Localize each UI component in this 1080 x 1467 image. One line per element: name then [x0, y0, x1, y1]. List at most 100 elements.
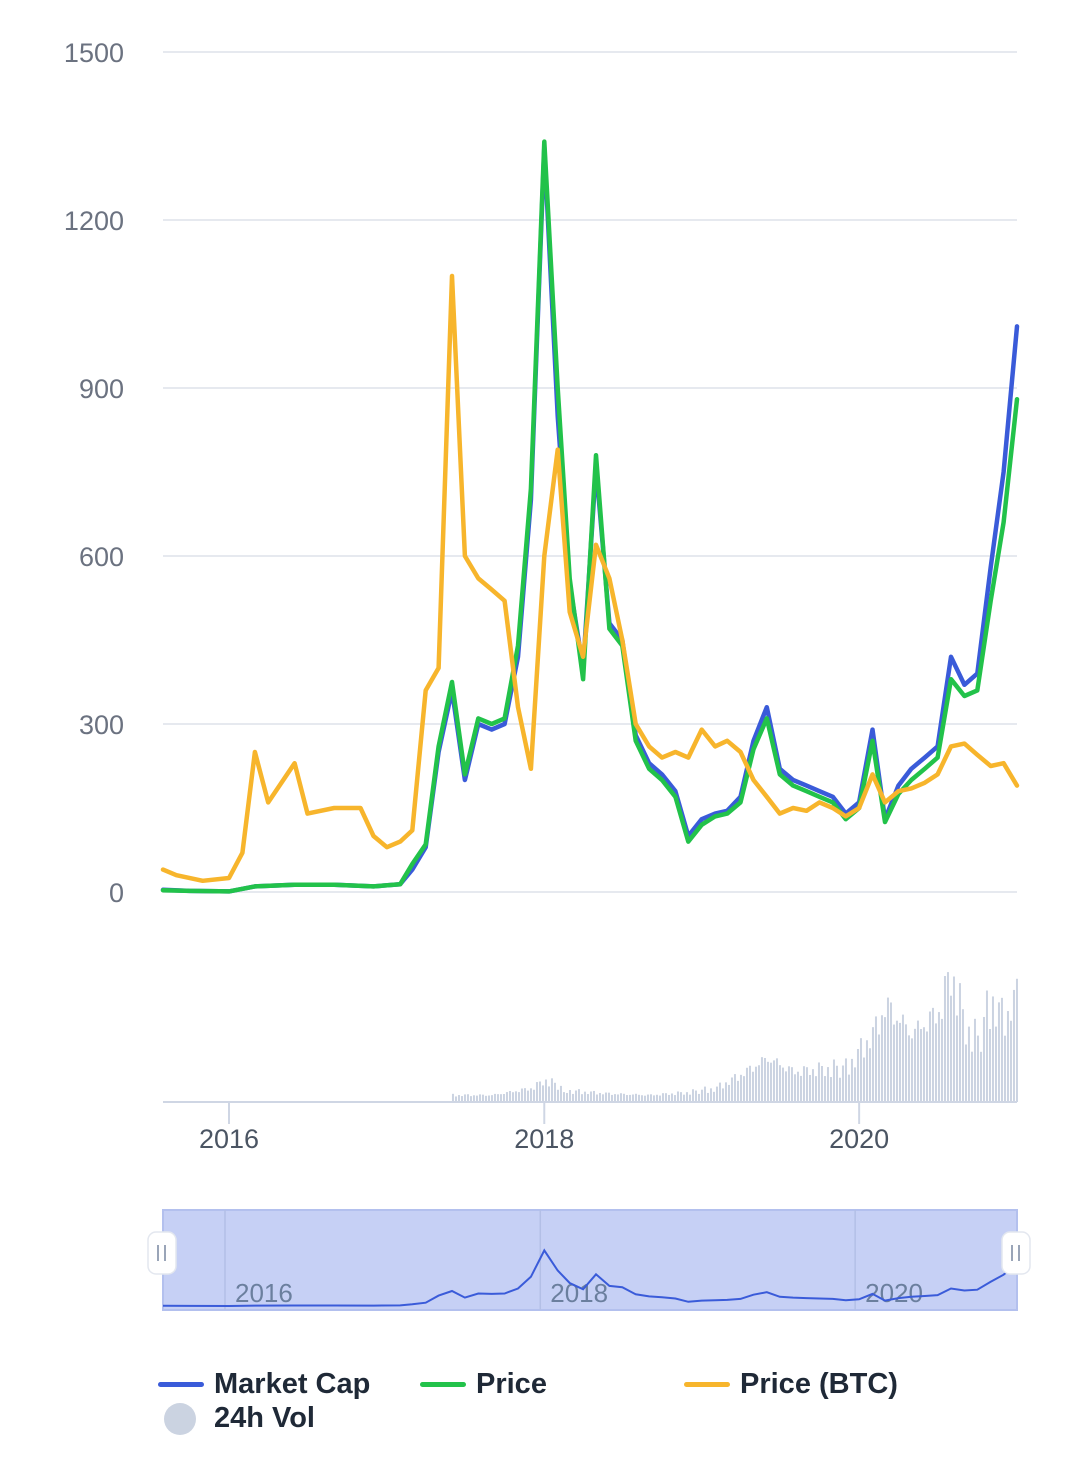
- legend-item-price-btc[interactable]: Price (BTC): [684, 1368, 898, 1401]
- volume-bar: [634, 1093, 637, 1102]
- volume-bar: [658, 1095, 661, 1102]
- volume-bar: [826, 1067, 829, 1102]
- volume-bar: [949, 995, 952, 1102]
- volume-bar: [655, 1094, 658, 1102]
- y-axis-ticks: 0 300 600 900 1200 1500: [64, 38, 124, 908]
- volume-bar: [742, 1076, 745, 1102]
- volume-bar: [946, 972, 949, 1102]
- volume-bar: [541, 1085, 544, 1102]
- volume-bar: [901, 1014, 904, 1102]
- volume-bar: [943, 976, 946, 1102]
- volume-bar: [817, 1062, 820, 1102]
- volume-bar: [832, 1059, 835, 1102]
- volume-bar: [856, 1049, 859, 1102]
- series-line-price: [160, 139, 1020, 894]
- volume-bar: [628, 1094, 631, 1102]
- volume-bar: [466, 1094, 469, 1102]
- volume-bar: [988, 1029, 991, 1102]
- volume-bar: [661, 1093, 664, 1102]
- volume-bar: [484, 1095, 487, 1102]
- volume-bar: [931, 1007, 934, 1102]
- volume-bar: [994, 1026, 997, 1102]
- volume-bar: [889, 1002, 892, 1102]
- volume-bar: [553, 1082, 556, 1102]
- volume-bar: [769, 1062, 772, 1102]
- volume-bar: [610, 1094, 613, 1102]
- volume-bar: [874, 1016, 877, 1102]
- volume-bar: [985, 990, 988, 1102]
- volume-bar: [790, 1067, 793, 1102]
- volume-bar: [811, 1069, 814, 1102]
- volume-bar: [697, 1093, 700, 1102]
- volume-bar: [736, 1080, 739, 1102]
- volume-bar: [565, 1092, 568, 1102]
- volume-bar: [880, 1015, 883, 1102]
- volume-bar: [463, 1094, 466, 1102]
- legend-item-24h-vol[interactable]: 24h Vol: [158, 1402, 315, 1435]
- x-axis-ticks: 2016 2018 2020: [199, 1102, 889, 1154]
- volume-bar: [961, 1009, 964, 1102]
- volume-bar: [871, 1027, 874, 1102]
- y-tick-label: 300: [79, 710, 124, 740]
- volume-bar: [673, 1095, 676, 1102]
- legend-item-market-cap[interactable]: Market Cap: [158, 1368, 370, 1401]
- navigator-right-handle[interactable]: [1001, 1231, 1031, 1275]
- volume-swatch: [164, 1402, 196, 1435]
- legend-label-market-cap: Market Cap: [214, 1368, 371, 1400]
- volume-bar: [667, 1094, 670, 1102]
- volume-bar: [700, 1089, 703, 1102]
- y-tick-label: 600: [79, 542, 124, 572]
- x-tick-label: 2020: [829, 1124, 889, 1154]
- volume-bar: [967, 1026, 970, 1102]
- volume-bar: [787, 1066, 790, 1102]
- volume-bar: [1009, 1020, 1012, 1102]
- volume-bar: [730, 1077, 733, 1102]
- volume-bar: [589, 1091, 592, 1102]
- volume-bar: [646, 1094, 649, 1102]
- range-navigator[interactable]: 2016 2018 2020: [147, 1209, 1031, 1311]
- volume-bar: [682, 1094, 685, 1102]
- volume-bar: [649, 1094, 652, 1102]
- volume-bar: [865, 1040, 868, 1102]
- volume-bar: [685, 1092, 688, 1102]
- volume-bar: [490, 1095, 493, 1102]
- volume-bar: [520, 1088, 523, 1102]
- volume-bar: [577, 1089, 580, 1102]
- volume-bar: [754, 1066, 757, 1102]
- volume-bar: [709, 1088, 712, 1102]
- volume-bar: [454, 1096, 457, 1102]
- volume-bar: [460, 1096, 463, 1102]
- navigator-tick-label: 2016: [235, 1278, 293, 1308]
- volume-bar: [487, 1095, 490, 1102]
- volume-bar: [607, 1092, 610, 1102]
- volume-bar: [1000, 997, 1003, 1102]
- volume-bar: [601, 1094, 604, 1102]
- volume-bar: [955, 1015, 958, 1102]
- volume-bar: [703, 1086, 706, 1102]
- volume-bar: [895, 1020, 898, 1102]
- volume-bar: [925, 1031, 928, 1102]
- volume-bar: [973, 1018, 976, 1102]
- volume-bar: [796, 1071, 799, 1102]
- price-btc-swatch: [684, 1382, 730, 1387]
- volume-bar: [637, 1094, 640, 1102]
- legend-label-24h-vol: 24h Vol: [214, 1402, 315, 1434]
- volume-bar: [838, 1077, 841, 1102]
- volume-bar: [940, 1018, 943, 1102]
- volume-bar: [469, 1096, 472, 1102]
- volume-bar: [694, 1090, 697, 1102]
- volume-bar: [964, 1044, 967, 1102]
- volume-bar: [784, 1071, 787, 1102]
- legend-item-price[interactable]: Price: [420, 1368, 547, 1401]
- volume-bar: [511, 1092, 514, 1102]
- volume-bar: [922, 1027, 925, 1102]
- volume-bar: [559, 1085, 562, 1102]
- volume-bar: [928, 1011, 931, 1102]
- volume-bar: [532, 1089, 535, 1102]
- volume-bar: [496, 1094, 499, 1102]
- volume-bar: [781, 1067, 784, 1102]
- handle-grip: [1001, 1231, 1031, 1275]
- volume-bar: [766, 1061, 769, 1102]
- navigator-left-handle[interactable]: [147, 1231, 177, 1275]
- volume-bar: [802, 1066, 805, 1102]
